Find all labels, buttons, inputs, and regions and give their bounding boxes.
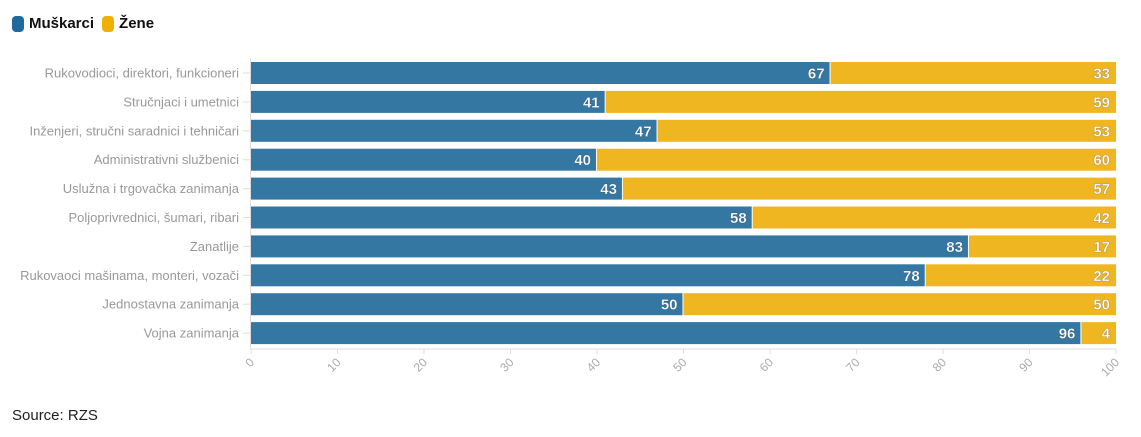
- data-label: 41: [583, 94, 600, 111]
- bar-zene: [683, 293, 1116, 316]
- legend-swatch: [12, 15, 24, 32]
- bar-muskarci: [251, 177, 622, 200]
- category-label: Zanatlije: [190, 239, 239, 254]
- data-label: 60: [1093, 152, 1110, 169]
- bar-zene: [968, 235, 1116, 258]
- bar-muskarci: [251, 119, 657, 142]
- category-label: Stručnjaci i umetnici: [123, 94, 239, 109]
- bar-zene: [925, 264, 1116, 287]
- category-label: Rukovaoci mašinama, monteri, vozači: [20, 268, 239, 283]
- category-label: Poljoprivrednici, šumari, ribari: [69, 210, 240, 225]
- x-tick-label: 70: [843, 355, 863, 375]
- x-tick-label: 0: [242, 355, 257, 370]
- data-label: 22: [1093, 268, 1110, 285]
- data-label: 57: [1093, 181, 1110, 198]
- x-tick-label: 20: [411, 355, 431, 375]
- data-label: 96: [1059, 326, 1076, 343]
- x-tick-label: 50: [670, 355, 690, 375]
- bar-zene: [657, 119, 1116, 142]
- x-tick-label: 60: [757, 355, 777, 375]
- data-label: 17: [1093, 239, 1110, 256]
- data-label: 53: [1093, 123, 1110, 140]
- bar-muskarci: [251, 293, 683, 316]
- data-label: 83: [946, 239, 963, 256]
- bar-zene: [752, 206, 1116, 229]
- bar-muskarci: [251, 90, 605, 113]
- bar-zene: [622, 177, 1116, 200]
- bar-zene: [1081, 322, 1116, 345]
- bar-muskarci: [251, 148, 596, 171]
- category-label: Inženjeri, stručni saradnici i tehničari: [29, 123, 239, 138]
- x-tick-label: 90: [1016, 355, 1036, 375]
- x-tick-label: 100: [1098, 355, 1122, 379]
- bar-muskarci: [251, 235, 968, 258]
- legend-label: Muškarci: [29, 15, 95, 32]
- legend-item-zene[interactable]: Žene: [102, 15, 154, 32]
- bar-muskarci: [251, 206, 752, 229]
- data-label: 50: [661, 297, 678, 314]
- category-label: Administrativni službenici: [94, 152, 239, 167]
- category-label: Jednostavna zanimanja: [102, 297, 239, 312]
- category-label: Uslužna i trgovačka zanimanja: [63, 181, 240, 196]
- x-tick-label: 40: [584, 355, 604, 375]
- x-tick-label: 30: [497, 355, 517, 375]
- x-tick-label: 80: [930, 355, 950, 375]
- data-label: 40: [574, 152, 591, 169]
- data-label: 4: [1102, 326, 1111, 343]
- x-tick-label: 10: [324, 355, 344, 375]
- data-label: 47: [635, 123, 652, 140]
- data-label: 78: [903, 268, 920, 285]
- legend: Muškarci Žene: [12, 15, 162, 32]
- bar-muskarci: [251, 62, 830, 84]
- category-label: Vojna zanimanja: [144, 326, 240, 341]
- bar-zene: [597, 148, 1116, 171]
- category-label: Rukovodioci, direktori, funkcioneri: [45, 66, 239, 81]
- legend-swatch: [102, 15, 115, 32]
- legend-item-muskarci[interactable]: Muškarci: [12, 15, 94, 32]
- source-note: Source: RZS: [12, 407, 98, 424]
- data-label: 67: [808, 66, 825, 83]
- data-label: 59: [1093, 94, 1110, 111]
- data-label: 58: [730, 210, 747, 227]
- bar-muskarci: [251, 322, 1081, 345]
- bar-muskarci: [251, 264, 925, 287]
- data-label: 42: [1093, 210, 1110, 227]
- data-label: 33: [1093, 66, 1110, 83]
- legend-label: Žene: [119, 15, 155, 32]
- bar-zene: [605, 90, 1116, 113]
- bar-zene: [830, 62, 1116, 84]
- data-label: 50: [1093, 297, 1110, 314]
- data-label: 43: [600, 181, 617, 198]
